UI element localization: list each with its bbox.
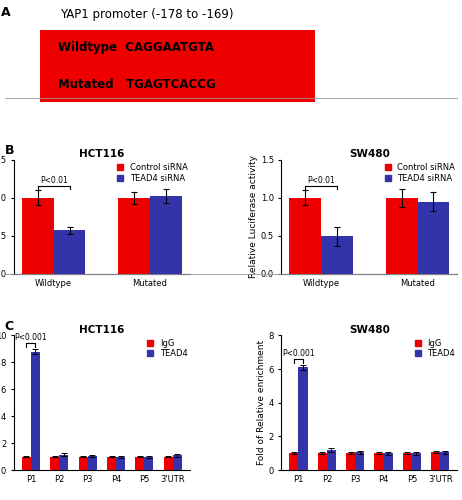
Title: SW480: SW480 xyxy=(349,324,390,334)
Bar xyxy=(79,456,88,470)
Bar xyxy=(150,196,182,274)
FancyBboxPatch shape xyxy=(41,30,316,102)
Bar xyxy=(383,453,393,470)
Bar xyxy=(298,368,308,470)
Bar xyxy=(289,453,298,470)
Text: P<0.001: P<0.001 xyxy=(15,333,47,342)
Bar xyxy=(327,450,336,470)
Y-axis label: Relative Luciferase activity: Relative Luciferase activity xyxy=(249,155,258,278)
Text: B: B xyxy=(5,144,14,157)
Y-axis label: Fold of Relative enrichment: Fold of Relative enrichment xyxy=(256,340,266,465)
Title: HCT116: HCT116 xyxy=(79,149,125,159)
Bar xyxy=(22,198,54,274)
Bar xyxy=(54,230,85,274)
Bar xyxy=(118,198,150,274)
Bar xyxy=(22,456,31,470)
Bar xyxy=(355,452,364,470)
Bar xyxy=(135,456,145,470)
Bar xyxy=(164,456,173,470)
Bar xyxy=(403,453,412,470)
Bar xyxy=(50,456,59,470)
Bar xyxy=(107,456,116,470)
Bar xyxy=(386,198,418,274)
Text: A: A xyxy=(0,6,10,18)
Title: HCT116: HCT116 xyxy=(79,324,125,334)
Bar xyxy=(145,457,153,470)
Bar xyxy=(440,452,450,470)
Legend: IgG, TEAD4: IgG, TEAD4 xyxy=(413,337,457,359)
Bar xyxy=(173,455,182,470)
Bar xyxy=(116,457,125,470)
Legend: Control siRNA, TEAD4 siRNA: Control siRNA, TEAD4 siRNA xyxy=(116,162,189,184)
Text: P<0.01: P<0.01 xyxy=(40,176,67,185)
Text: Wildtype  CAGGAATGTA: Wildtype CAGGAATGTA xyxy=(58,42,214,54)
Bar xyxy=(346,453,355,470)
Bar xyxy=(59,454,68,470)
Bar xyxy=(431,452,440,470)
Bar xyxy=(418,202,450,274)
Text: P<0.001: P<0.001 xyxy=(282,349,315,358)
Text: C: C xyxy=(5,320,14,333)
Text: Mutated   TGAGTCACCG: Mutated TGAGTCACCG xyxy=(58,78,216,92)
Bar xyxy=(412,453,421,470)
Legend: IgG, TEAD4: IgG, TEAD4 xyxy=(146,337,189,359)
Text: P<0.01: P<0.01 xyxy=(307,176,335,185)
Title: SW480: SW480 xyxy=(349,149,390,159)
Text: YAP1 promoter (-178 to -169): YAP1 promoter (-178 to -169) xyxy=(60,8,234,21)
Bar xyxy=(289,198,321,274)
Bar xyxy=(318,453,327,470)
Bar xyxy=(31,352,40,470)
Bar xyxy=(375,453,383,470)
Bar xyxy=(321,236,353,274)
Legend: Control siRNA, TEAD4 siRNA: Control siRNA, TEAD4 siRNA xyxy=(383,162,457,184)
Bar xyxy=(88,456,97,470)
